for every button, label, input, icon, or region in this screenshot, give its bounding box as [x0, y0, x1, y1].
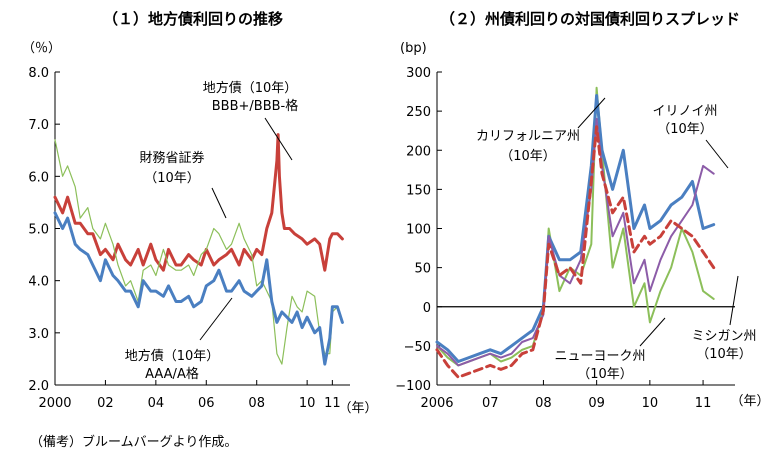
chart1: 2.0 3.0 4.0 5.0 6.0 7.0 8.0 2000 02 04 06 08 10 11	[28, 66, 350, 411]
annotation-bbb-pointer	[264, 117, 293, 161]
chart2-title: （２）州債利回りの対国債利回りスプレッド	[440, 10, 740, 28]
chart1-y-tick-label: 4.0	[28, 275, 49, 290]
annotation-michigan-line2: （10年）	[696, 347, 752, 362]
chart2-x-tick-label: 2006	[420, 396, 453, 411]
annotation-aaa-line1: 地方債（10年）	[125, 348, 220, 364]
chart2-y-tick-label: 300	[406, 66, 431, 81]
annotation-treasury-pointer	[211, 187, 227, 219]
chart2-x-tick-label: 08	[535, 396, 552, 411]
annotation-treasury-line1: 財務省証券	[139, 150, 204, 166]
chart2-y-tick-label: 0	[423, 301, 431, 316]
chart1-y-tick-label: 6.0	[28, 170, 49, 185]
chart2-y-tick-label: 50	[414, 262, 431, 277]
chart2-ylabel: (bp)	[400, 41, 427, 56]
chart1-x-tick-label: 08	[248, 396, 265, 411]
source-note: （備考）ブルームバーグより作成。	[30, 434, 237, 450]
chart1-y-tick-label: 3.0	[28, 327, 49, 342]
chart1-series-2-line	[53, 211, 344, 366]
annotation-bbb-line2: BBB+/BBB-格	[212, 98, 298, 114]
chart1-x-tick-label: 02	[97, 396, 114, 411]
chart1-y-tick-label: 5.0	[28, 223, 49, 238]
annotation-aaa-pointer	[199, 297, 233, 341]
chart1-title: （１）地方債利回りの推移	[103, 10, 283, 28]
chart1-annotations: 地方債（10年） BBB+/BBB-格 財務省証券 （10年） 地方債（10年）…	[125, 80, 299, 382]
chart2-x-tick-label: 07	[482, 396, 499, 411]
chart2-series-1-line	[435, 94, 716, 363]
chart1-x-tick-label: 2000	[38, 396, 71, 411]
annotation-bbb-line1: 地方債（10年）	[203, 80, 298, 96]
chart2-x-tick-label: 09	[588, 396, 605, 411]
chart1-x-tick-label: 06	[198, 396, 215, 411]
annotation-california-line1: カリフォルニア州	[476, 129, 580, 144]
chart2-series-3-line	[435, 125, 716, 379]
annotation-newyork-pointer	[639, 317, 666, 347]
chart1-xunit: （年）	[338, 401, 377, 416]
chart1-y-tick-label: 7.0	[28, 118, 49, 133]
annotation-california-pointer	[577, 97, 606, 129]
chart2-y-tick-label: 150	[406, 183, 431, 198]
chart2-x-tick-label: 11	[695, 396, 712, 411]
annotation-california-line2: （10年）	[500, 149, 556, 164]
chart2-y-tick-label: 200	[406, 144, 431, 159]
annotation-illinois-pointer	[705, 139, 729, 169]
chart1-y-tick-label: 8.0	[28, 66, 49, 81]
chart2-xunit: （年）	[730, 394, 769, 409]
annotation-illinois-line2: （10年）	[657, 122, 713, 137]
chart2-y-tick-label: 250	[406, 105, 431, 120]
chart2-y-tick-label: −50	[404, 340, 431, 355]
chart2-x-tick-label: 10	[642, 396, 659, 411]
annotation-treasury-line2: （10年）	[144, 171, 200, 186]
chart1-x-tick-label: 11	[324, 396, 341, 411]
annotation-newyork-line2: （10年）	[577, 367, 633, 382]
chart2-y-tick-label: −100	[395, 379, 431, 394]
chart1-ylabel: （％）	[22, 41, 61, 56]
chart1-x-tick-label: 10	[299, 396, 316, 411]
chart1-y-tick-label: 2.0	[28, 379, 49, 394]
annotation-illinois-line1: イリノイ州	[652, 104, 717, 119]
chart2-series-2-line	[436, 117, 715, 367]
chart1-series-0-line	[53, 133, 344, 272]
annotation-michigan-line1: ミシガン州	[691, 329, 756, 344]
annotation-michigan-pointer	[729, 275, 739, 326]
annotation-newyork-line1: ニューヨーク州	[554, 349, 645, 364]
annotation-aaa-line2: AAA/A格	[145, 366, 199, 382]
chart2: −100 −50 0 50 100 150 200 250 300 2006 07 08 09 10 11	[395, 66, 735, 411]
chart2-y-tick-label: 100	[406, 223, 431, 238]
chart1-series-1-line	[54, 139, 343, 365]
chart2-annotations: カリフォルニア州 （10年） イリノイ州 （10年） ニューヨーク州 （10年）…	[476, 97, 757, 382]
chart1-x-tick-label: 04	[148, 396, 165, 411]
